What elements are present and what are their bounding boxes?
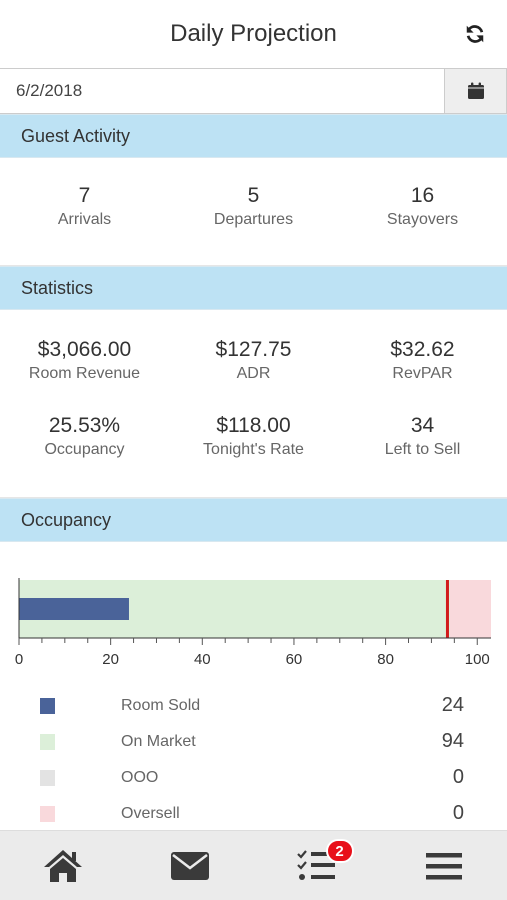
statistics-panel: $3,066.00 Room Revenue $127.75 ADR $32.6… [0, 310, 507, 498]
guest-activity-header: Guest Activity [0, 114, 507, 158]
page-title: Daily Projection [170, 20, 337, 47]
stat-value: 34 [410, 414, 435, 437]
x-tick-label: 80 [377, 651, 394, 668]
refresh-icon [466, 25, 484, 43]
stat-value: $32.62 [390, 338, 455, 361]
bar-room-sold [19, 598, 129, 620]
stat-label: Left to Sell [384, 441, 461, 458]
occupancy-panel: 0 20 40 60 80 100 Room Sold 24 On Market 94 O… [0, 542, 507, 830]
legend-label: On Market [121, 733, 196, 750]
nav-home-button[interactable] [0, 831, 127, 900]
app-header: Daily Projection [0, 0, 507, 68]
legend-item-ooo: OOO 0 [0, 766, 507, 802]
stat-label: Occupancy [44, 441, 125, 458]
stat-value: 16 [410, 184, 435, 207]
date-input[interactable] [0, 69, 444, 113]
stat-value: $118.00 [216, 414, 291, 437]
tonights-rate-stat: $118.00 Tonight's Rate [169, 414, 338, 460]
task-list-icon [297, 849, 335, 880]
stat-value: $3,066.00 [37, 338, 132, 361]
stat-label: ADR [236, 365, 271, 382]
stat-label: Departures [213, 211, 294, 228]
calendar-icon [467, 82, 484, 99]
x-tick-label: 20 [102, 651, 119, 668]
legend-value: 94 [441, 730, 464, 752]
legend-swatch [40, 698, 55, 714]
date-picker [0, 68, 507, 114]
legend-item-room-sold: Room Sold 24 [0, 694, 507, 730]
occupancy-header: Occupancy [0, 498, 507, 542]
stat-label: Stayovers [386, 211, 459, 228]
stat-value: 25.53% [48, 414, 121, 437]
legend-item-on-market: On Market 94 [0, 730, 507, 766]
legend-item-oversell: Oversell 0 [0, 802, 507, 838]
legend-label: Room Sold [121, 697, 201, 714]
adr-stat: $127.75 ADR [169, 338, 338, 384]
nav-menu-button[interactable] [380, 831, 507, 900]
x-tick-label: 100 [465, 651, 490, 668]
nav-tasks-button[interactable]: 2 [254, 831, 381, 900]
legend-label: OOO [121, 769, 159, 786]
occupancy-legend: Room Sold 24 On Market 94 OOO 0 Oversell… [0, 694, 507, 838]
left-to-sell-stat: 34 Left to Sell [338, 414, 507, 460]
stat-label: Tonight's Rate [203, 441, 304, 458]
legend-value: 0 [452, 766, 464, 788]
stat-label: Room Revenue [28, 365, 141, 382]
nav-messages-button[interactable] [127, 831, 254, 900]
departures-stat: 5 Departures [169, 184, 338, 230]
refresh-button[interactable] [461, 20, 489, 48]
occupancy-stat: 25.53% Occupancy [0, 414, 169, 460]
stat-value: 7 [78, 184, 91, 207]
arrivals-stat: 7 Arrivals [0, 184, 169, 230]
guest-activity-panel: 7 Arrivals 5 Departures 16 Stayovers [0, 158, 507, 266]
tasks-badge: 2 [325, 839, 354, 863]
revpar-stat: $32.62 RevPAR [338, 338, 507, 384]
calendar-button[interactable] [444, 69, 506, 113]
stat-label: RevPAR [392, 365, 453, 382]
statistics-header: Statistics [0, 266, 507, 310]
stat-value: $127.75 [215, 338, 292, 361]
bottom-nav: 2 [0, 830, 507, 900]
room-revenue-stat: $3,066.00 Room Revenue [0, 338, 169, 384]
legend-value: 24 [441, 694, 464, 716]
x-tick-label: 60 [286, 651, 303, 668]
hamburger-menu-icon [425, 852, 462, 879]
legend-swatch [40, 806, 55, 822]
envelope-icon [171, 851, 210, 880]
legend-swatch [40, 734, 55, 750]
stat-value: 5 [247, 184, 260, 207]
stayovers-stat: 16 Stayovers [338, 184, 507, 230]
x-tick-label: 40 [194, 651, 211, 668]
legend-swatch [40, 770, 55, 786]
home-icon [44, 849, 83, 882]
stat-label: Arrivals [57, 211, 112, 228]
legend-label: Oversell [121, 805, 180, 822]
x-tick-label: 0 [15, 651, 23, 668]
occupancy-chart: 0 20 40 60 80 100 [15, 578, 491, 668]
legend-value: 0 [452, 802, 464, 824]
